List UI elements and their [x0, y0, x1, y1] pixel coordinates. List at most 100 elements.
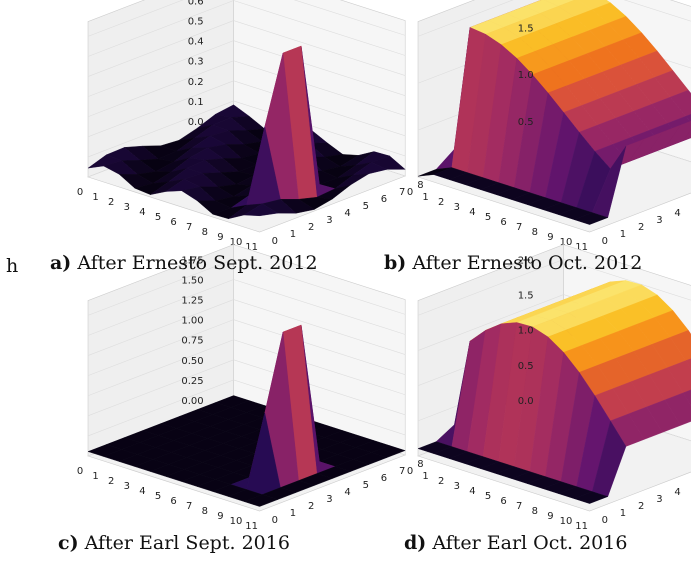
x-tick-label: 9 — [217, 511, 223, 522]
x-tick-label: 9 — [547, 511, 553, 522]
x-tick-label: 2 — [108, 476, 114, 487]
grid-line — [417, 0, 514, 37]
x-tick-label: 3 — [124, 202, 130, 213]
x-tick-label: 11 — [575, 521, 588, 532]
grid-line — [623, 0, 691, 22]
x-tick-label: 4 — [469, 207, 475, 218]
x-tick-label: 4 — [139, 486, 145, 497]
y-tick-label: 2 — [638, 501, 644, 512]
x-tick-label: 0 — [77, 187, 83, 198]
caption-b-text: After Ernesto Oct. 2012 — [412, 252, 643, 274]
grid-line — [87, 299, 234, 356]
stray-letter: h — [6, 255, 19, 277]
y-tick-label: 7 — [399, 187, 405, 198]
x-tick-label: 10 — [560, 237, 573, 248]
z-tick-label: 1.25 — [181, 296, 203, 307]
y-tick-label: 3 — [656, 215, 662, 226]
grid-line — [233, 40, 406, 96]
x-tick-label: 7 — [516, 222, 522, 233]
y-tick-label: 0 — [602, 236, 608, 247]
grid-line — [233, 20, 406, 76]
grid-line — [417, 294, 564, 351]
grid-line — [233, 259, 406, 315]
z-tick-label: 1.5 — [518, 291, 534, 302]
z-tick-label: 1.00 — [181, 316, 203, 327]
grid-line — [87, 0, 184, 37]
grid-line — [87, 359, 234, 417]
grid-line — [233, 299, 406, 355]
y-tick-label: 2 — [308, 501, 314, 512]
z-tick-label: 0.5 — [518, 117, 534, 128]
caption-a: a) After Ernesto Sept. 2012 — [50, 252, 318, 274]
z-tick-label: 0.1 — [188, 97, 204, 108]
caption-c: c) After Earl Sept. 2016 — [58, 532, 290, 554]
x-tick-label: 6 — [500, 217, 506, 228]
x-tick-label: 2 — [438, 476, 444, 487]
x-tick-label: 6 — [170, 496, 176, 507]
grid-line — [87, 259, 234, 316]
z-tick-label: 0.4 — [188, 37, 204, 48]
y-tick-label: 3 — [326, 494, 332, 505]
x-tick-label: 1 — [422, 192, 428, 203]
x-tick-label: 11 — [575, 242, 588, 253]
y-tick-label: 4 — [674, 487, 680, 498]
surface-cell — [243, 494, 279, 507]
y-tick-label: 0 — [272, 515, 278, 526]
grid-line — [87, 0, 234, 57]
grid-line — [87, 20, 234, 77]
y-tick-label: 2 — [308, 222, 314, 233]
caption-b: b) After Ernesto Oct. 2012 — [384, 252, 642, 274]
z-tick-label: 0.75 — [181, 336, 203, 347]
z-tick-label: 0.3 — [188, 57, 204, 68]
x-tick-label: 4 — [469, 486, 475, 497]
x-tick-label: 5 — [155, 212, 161, 223]
x-tick-label: 8 — [202, 227, 208, 238]
x-tick-label: 3 — [454, 481, 460, 492]
x-tick-label: 0 — [407, 187, 413, 198]
y-tick-label: 5 — [363, 480, 369, 491]
x-tick-label: 9 — [217, 232, 223, 243]
panel-0: 0.00.10.20.30.40.50.60.70123456789101187… — [77, 0, 424, 253]
grid-line — [87, 339, 234, 397]
caption-c-text: After Earl Sept. 2016 — [84, 532, 290, 554]
surface-cell — [243, 203, 279, 217]
x-tick-label: 0 — [77, 466, 83, 477]
z-tick-label: 0.50 — [181, 356, 203, 367]
caption-b-letter: b) — [384, 252, 407, 274]
grid-line — [87, 40, 234, 97]
x-tick-label: 1 — [92, 192, 98, 203]
z-tick-label: 1.0 — [518, 70, 534, 81]
y-tick-label: 1 — [290, 508, 296, 519]
grid-line — [233, 0, 406, 56]
grid-line — [233, 80, 406, 137]
caption-a-text: After Ernesto Sept. 2012 — [77, 252, 318, 274]
y-tick-label: 6 — [381, 194, 387, 205]
y-tick-label: 8 — [417, 180, 423, 191]
z-tick-label: 0.5 — [188, 17, 204, 28]
grid-line — [233, 379, 406, 436]
y-tick-label: 6 — [381, 473, 387, 484]
grid-line — [87, 100, 234, 158]
grid-line — [233, 100, 406, 157]
y-tick-label: 7 — [399, 466, 405, 477]
y-tick-label: 4 — [344, 487, 350, 498]
y-tick-label: 0 — [272, 236, 278, 247]
x-tick-label: 1 — [422, 471, 428, 482]
x-tick-label: 8 — [532, 506, 538, 517]
grid-line — [87, 319, 234, 376]
x-tick-label: 8 — [532, 227, 538, 238]
z-tick-label: 0.0 — [518, 396, 534, 407]
y-tick-label: 5 — [363, 201, 369, 212]
x-tick-label: 7 — [186, 222, 192, 233]
surface-cell — [573, 212, 609, 225]
caption-d: d) After Earl Oct. 2016 — [404, 532, 627, 554]
grid-line — [233, 359, 406, 416]
x-tick-label: 9 — [547, 232, 553, 243]
grid-line — [233, 319, 406, 375]
y-tick-label: 8 — [417, 459, 423, 470]
surface-cell — [682, 389, 691, 407]
panel-3: 0.00.51.01.52.001234567891011876543210 — [407, 244, 691, 532]
grid-line — [233, 279, 406, 335]
panel-2: 0.000.250.500.751.001.251.501.750 1 2 3 4 5 6 7… — [77, 244, 424, 532]
